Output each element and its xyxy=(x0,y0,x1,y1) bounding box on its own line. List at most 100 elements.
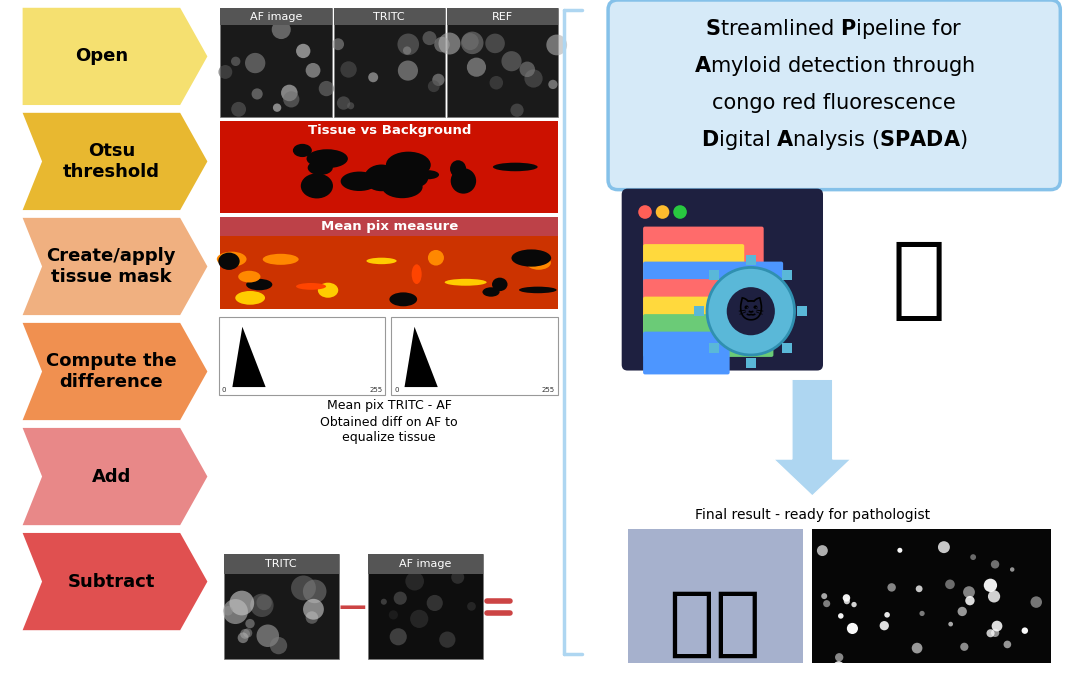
FancyBboxPatch shape xyxy=(220,217,558,237)
Ellipse shape xyxy=(307,149,348,168)
Circle shape xyxy=(847,623,858,634)
Text: 255: 255 xyxy=(369,387,382,393)
FancyBboxPatch shape xyxy=(643,314,773,357)
Circle shape xyxy=(916,585,922,592)
Circle shape xyxy=(835,653,843,662)
Ellipse shape xyxy=(382,175,422,198)
FancyBboxPatch shape xyxy=(643,244,744,287)
Circle shape xyxy=(991,621,1002,632)
Circle shape xyxy=(306,611,319,624)
Text: Open: Open xyxy=(75,48,127,65)
Circle shape xyxy=(461,33,478,50)
Circle shape xyxy=(451,571,464,584)
Text: 🐱: 🐱 xyxy=(738,299,764,323)
FancyBboxPatch shape xyxy=(219,317,386,395)
Bar xyxy=(797,306,807,316)
Text: TRITC: TRITC xyxy=(266,559,297,569)
Polygon shape xyxy=(232,327,266,387)
Circle shape xyxy=(405,572,424,591)
Circle shape xyxy=(231,57,241,66)
Ellipse shape xyxy=(345,174,395,187)
Text: Add: Add xyxy=(92,468,131,486)
Text: Mean pix TRITC - AF: Mean pix TRITC - AF xyxy=(327,399,451,412)
Circle shape xyxy=(368,72,378,83)
Circle shape xyxy=(945,580,955,589)
FancyBboxPatch shape xyxy=(220,121,558,213)
FancyBboxPatch shape xyxy=(391,317,557,395)
FancyBboxPatch shape xyxy=(608,0,1061,190)
Text: Tissue vs Background: Tissue vs Background xyxy=(308,124,471,137)
Circle shape xyxy=(960,642,969,651)
Polygon shape xyxy=(773,379,851,496)
Circle shape xyxy=(403,46,411,55)
Text: REF: REF xyxy=(492,12,513,22)
Circle shape xyxy=(468,602,476,610)
Bar xyxy=(694,306,704,316)
Circle shape xyxy=(843,598,850,604)
FancyBboxPatch shape xyxy=(643,226,764,269)
Text: 👩‍🔬: 👩‍🔬 xyxy=(670,587,761,661)
Circle shape xyxy=(990,560,999,569)
Text: congo red fluorescence: congo red fluorescence xyxy=(713,93,956,113)
FancyBboxPatch shape xyxy=(334,8,445,117)
Circle shape xyxy=(511,104,524,117)
Circle shape xyxy=(231,102,246,117)
Ellipse shape xyxy=(390,293,417,306)
Circle shape xyxy=(434,37,449,53)
Circle shape xyxy=(256,595,272,610)
Circle shape xyxy=(1010,567,1014,572)
FancyBboxPatch shape xyxy=(643,262,783,304)
Ellipse shape xyxy=(403,168,428,188)
Ellipse shape xyxy=(366,258,396,264)
Polygon shape xyxy=(23,218,207,315)
Ellipse shape xyxy=(262,254,299,265)
Ellipse shape xyxy=(483,287,500,297)
Ellipse shape xyxy=(340,172,378,191)
Circle shape xyxy=(251,593,273,617)
Text: 0: 0 xyxy=(394,387,399,393)
Circle shape xyxy=(501,51,522,72)
Bar xyxy=(746,255,756,265)
FancyBboxPatch shape xyxy=(627,529,802,682)
Circle shape xyxy=(390,628,407,645)
Circle shape xyxy=(337,96,350,110)
Circle shape xyxy=(243,628,253,638)
Circle shape xyxy=(823,600,831,607)
Ellipse shape xyxy=(218,252,240,270)
Circle shape xyxy=(851,602,856,607)
FancyBboxPatch shape xyxy=(447,8,558,25)
Circle shape xyxy=(897,548,903,553)
Circle shape xyxy=(381,599,387,605)
Text: $\mathbf{S}$treamlined $\mathbf{P}$ipeline for: $\mathbf{S}$treamlined $\mathbf{P}$ipeli… xyxy=(705,17,963,41)
Circle shape xyxy=(306,63,321,78)
Circle shape xyxy=(438,33,460,55)
Circle shape xyxy=(410,610,429,628)
Bar xyxy=(782,343,792,353)
Ellipse shape xyxy=(428,250,444,265)
Ellipse shape xyxy=(492,278,508,291)
Polygon shape xyxy=(23,533,207,630)
Circle shape xyxy=(238,632,248,643)
Text: Otsu
threshold: Otsu threshold xyxy=(63,142,160,181)
Bar xyxy=(746,358,756,368)
Circle shape xyxy=(546,35,567,55)
Circle shape xyxy=(273,104,281,112)
Circle shape xyxy=(1003,640,1011,649)
FancyBboxPatch shape xyxy=(447,8,558,117)
Ellipse shape xyxy=(296,283,326,290)
Circle shape xyxy=(467,57,486,77)
Circle shape xyxy=(427,595,443,611)
Circle shape xyxy=(245,619,255,628)
Circle shape xyxy=(879,621,889,630)
Circle shape xyxy=(821,593,827,599)
Text: $\mathbf{D}$igital $\mathbf{A}$nalysis ($\mathbf{SPADA}$): $\mathbf{D}$igital $\mathbf{A}$nalysis (… xyxy=(701,128,968,152)
Text: Obtained diff on AF to
equalize tissue: Obtained diff on AF to equalize tissue xyxy=(321,416,458,444)
Circle shape xyxy=(963,587,975,598)
Circle shape xyxy=(432,74,445,86)
FancyBboxPatch shape xyxy=(334,8,445,25)
FancyBboxPatch shape xyxy=(220,8,332,117)
Circle shape xyxy=(397,61,418,80)
Circle shape xyxy=(1022,627,1028,634)
Text: Final result - ready for pathologist: Final result - ready for pathologist xyxy=(694,507,930,522)
Ellipse shape xyxy=(246,279,272,291)
